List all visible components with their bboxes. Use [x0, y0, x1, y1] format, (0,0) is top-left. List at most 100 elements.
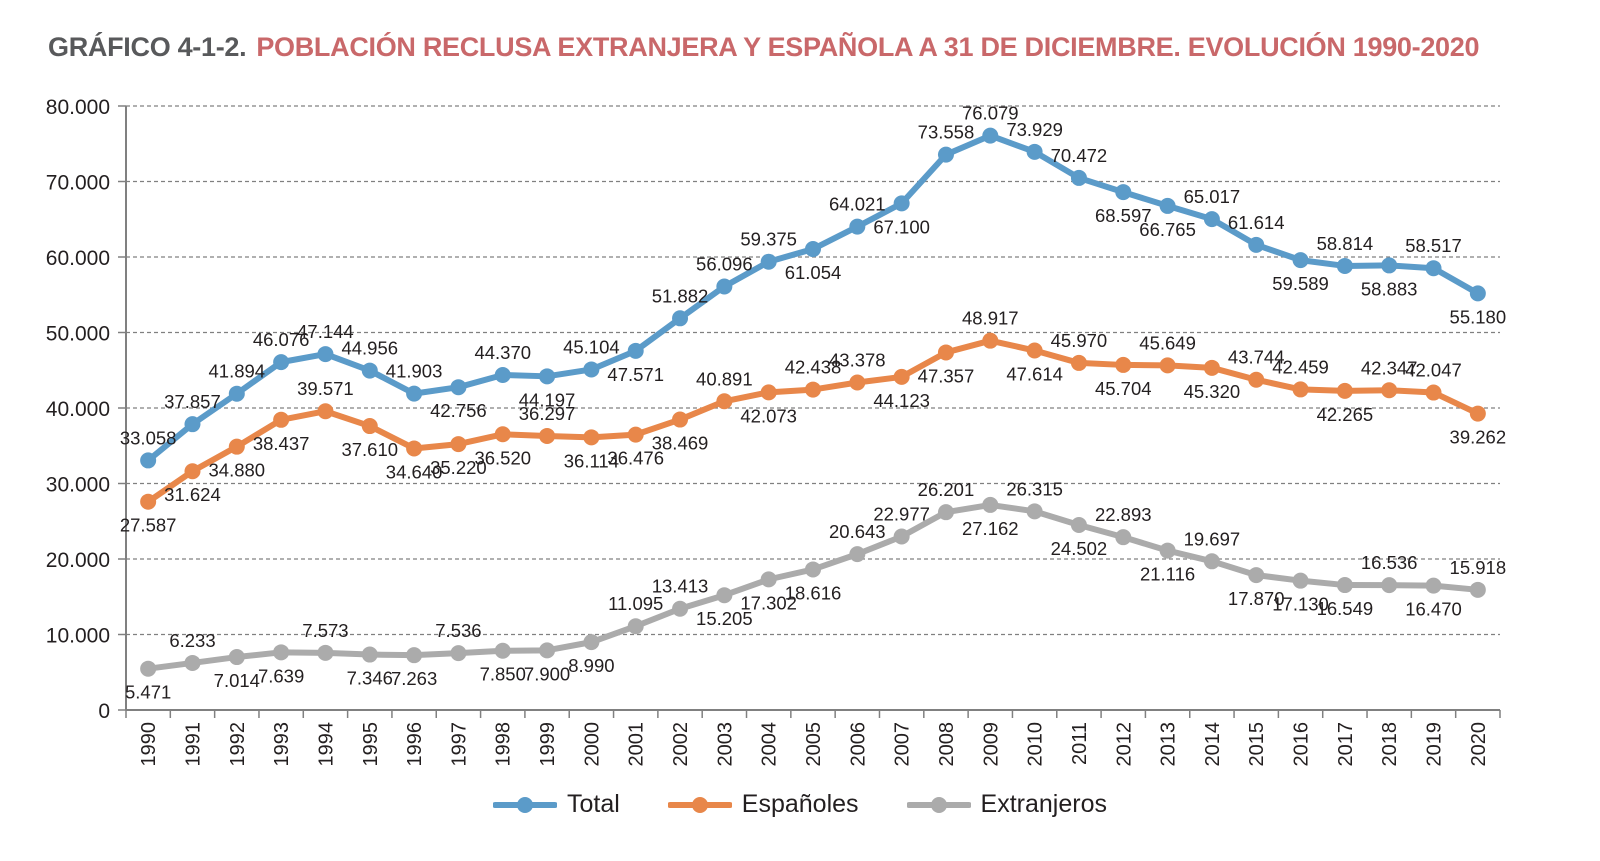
y-tick-label: 10.000	[46, 625, 110, 648]
legend-item-total: Total	[492, 790, 620, 819]
data-point	[583, 634, 600, 651]
data-point	[1469, 581, 1486, 598]
x-tick-label: 1990	[138, 722, 160, 767]
data-label: 45.704	[1095, 378, 1152, 399]
data-label: 68.597	[1095, 205, 1152, 226]
data-point	[1115, 184, 1132, 201]
data-label: 42.073	[740, 405, 797, 426]
x-tick-label: 2007	[892, 722, 914, 767]
data-point	[1026, 143, 1043, 160]
data-point	[361, 418, 378, 435]
legend-marker-icon	[667, 796, 732, 813]
legend-label: Total	[566, 790, 620, 818]
data-point	[849, 546, 866, 563]
data-point	[273, 644, 290, 661]
data-point	[406, 647, 423, 664]
data-point	[1115, 356, 1132, 373]
data-point	[1425, 384, 1442, 401]
data-point	[361, 646, 378, 663]
data-label: 44.370	[474, 342, 531, 363]
data-label: 43.378	[829, 349, 886, 370]
data-point	[1469, 285, 1486, 302]
data-point	[1292, 381, 1309, 398]
x-tick-label: 2001	[626, 722, 648, 767]
y-tick-label: 60.000	[46, 247, 110, 270]
data-label: 61.054	[785, 262, 842, 283]
legend: Total Españoles Extranjeros	[0, 790, 1600, 819]
data-label: 59.589	[1272, 273, 1329, 294]
data-label: 7.850	[480, 664, 526, 685]
data-label: 47.357	[918, 365, 975, 386]
x-tick-label: 1993	[271, 722, 293, 767]
data-label: 42.459	[1272, 356, 1329, 377]
data-point	[849, 218, 866, 235]
data-label: 47.614	[1006, 364, 1063, 385]
data-label: 48.917	[962, 308, 1019, 329]
legend-dot	[930, 796, 947, 813]
data-point	[450, 645, 467, 662]
x-tick-label: 2005	[803, 722, 825, 767]
data-label: 58.883	[1361, 278, 1418, 299]
data-point	[317, 346, 334, 363]
data-point	[1159, 357, 1176, 374]
data-label: 45.104	[563, 336, 620, 357]
y-tick-label: 20.000	[46, 549, 110, 572]
data-label: 22.977	[873, 504, 930, 525]
data-point	[1336, 577, 1353, 594]
x-tick-label: 2017	[1335, 722, 1357, 767]
data-point	[140, 452, 157, 469]
data-point	[893, 368, 910, 385]
data-label: 18.616	[785, 582, 842, 603]
x-tick-label: 2020	[1468, 722, 1490, 767]
data-label: 58.814	[1317, 233, 1374, 254]
legend-marker-icon	[906, 796, 971, 813]
data-label: 41.903	[386, 361, 443, 382]
data-point	[760, 253, 777, 270]
x-tick-label: 2003	[714, 722, 736, 767]
data-point	[672, 411, 689, 428]
data-label: 51.882	[652, 285, 709, 306]
legend-label: Españoles	[741, 790, 859, 818]
data-label: 11.095	[608, 593, 663, 614]
data-point	[450, 379, 467, 396]
x-tick-label: 1991	[182, 722, 204, 767]
data-point	[1248, 371, 1265, 388]
data-point	[982, 127, 999, 144]
data-label: 44.123	[873, 390, 930, 411]
x-tick-label: 1999	[537, 722, 559, 767]
data-point	[1159, 197, 1176, 214]
data-point	[805, 561, 821, 578]
data-point	[716, 393, 733, 410]
data-point	[1248, 567, 1265, 584]
data-point	[1159, 542, 1176, 559]
data-label: 24.502	[1051, 538, 1108, 559]
data-point	[1469, 405, 1486, 422]
data-label: 17.302	[740, 592, 797, 613]
x-tick-label: 2006	[847, 722, 869, 767]
data-label: 39.571	[297, 378, 354, 399]
data-point	[539, 368, 556, 385]
data-point	[406, 440, 423, 457]
x-tick-label: 2013	[1158, 722, 1180, 767]
data-label: 16.549	[1317, 598, 1374, 619]
data-label: 65.017	[1184, 186, 1241, 207]
data-point	[893, 195, 910, 212]
data-point	[716, 278, 733, 295]
chart-title-prefix: GRÁFICO 4-1-2.	[48, 32, 247, 62]
y-tick-label: 70.000	[46, 172, 110, 195]
data-point	[1203, 553, 1220, 570]
x-tick-label: 2018	[1379, 722, 1401, 767]
data-label: 26.201	[918, 479, 975, 500]
data-point	[494, 642, 511, 659]
chart-title-main: POBLACIÓN RECLUSA EXTRANJERA Y ESPAÑOLA …	[256, 32, 1480, 62]
data-label: 19.697	[1184, 528, 1241, 549]
data-point	[805, 381, 821, 398]
data-label: 64.021	[829, 194, 886, 215]
x-tick-label: 1997	[448, 722, 470, 767]
data-point	[450, 436, 467, 453]
data-point	[317, 644, 334, 661]
data-label: 42.438	[785, 357, 842, 378]
data-point	[627, 426, 644, 443]
data-label: 45.649	[1139, 332, 1196, 353]
data-point	[937, 146, 954, 163]
